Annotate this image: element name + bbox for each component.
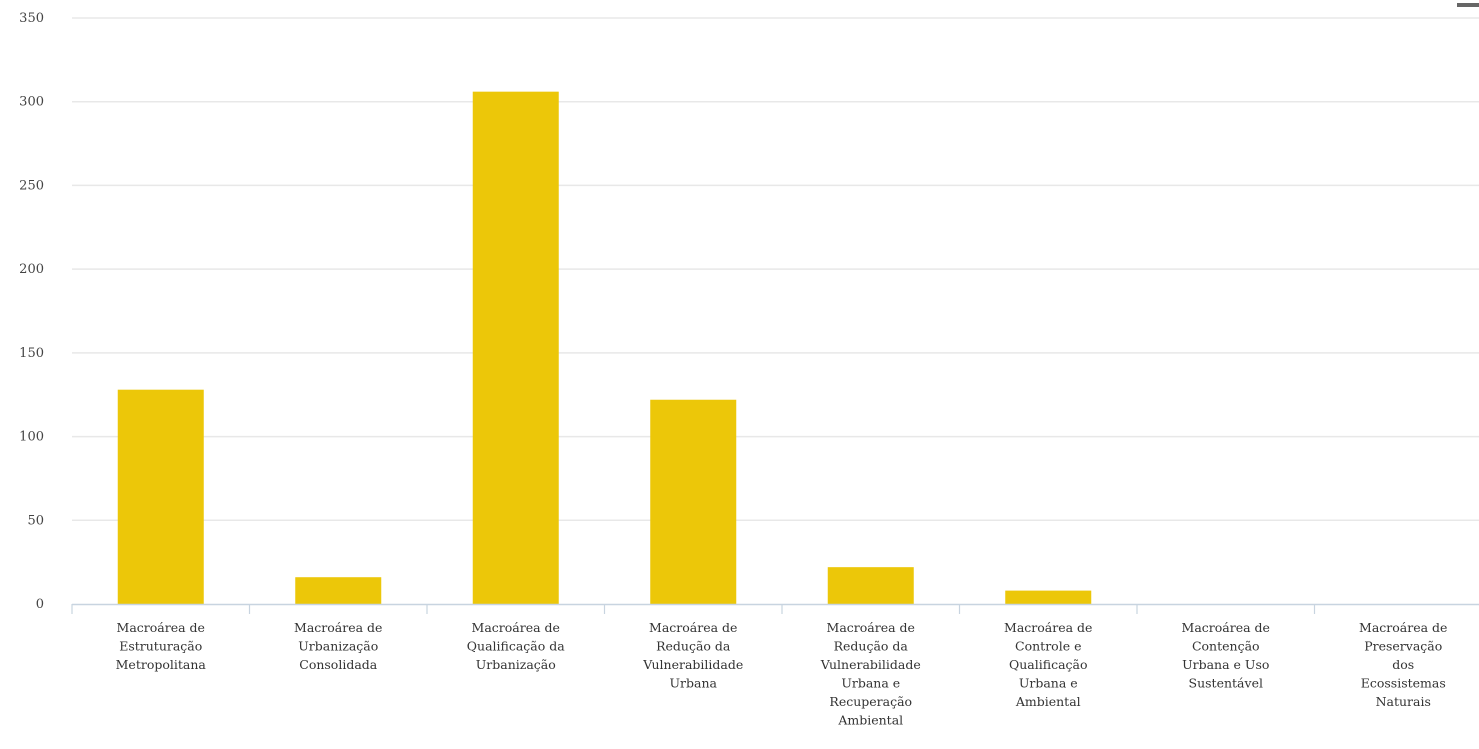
- y-tick-label: 250: [19, 178, 44, 193]
- x-tick-label-line: Recuperação: [829, 694, 912, 709]
- x-tick-label-line: dos: [1392, 657, 1414, 672]
- x-tick-label-line: Metropolitana: [116, 657, 207, 672]
- x-tick-label-line: Preservação: [1364, 639, 1442, 654]
- x-tick-label-line: Consolidada: [299, 657, 378, 672]
- x-tick-label-line: Ecossistemas: [1361, 676, 1446, 691]
- bar[interactable]: [827, 567, 914, 604]
- x-tick-label-line: Macroárea de: [649, 620, 737, 635]
- y-tick-label: 100: [19, 430, 44, 445]
- x-tick-label: Macroárea de Urbanização Consolidada: [294, 620, 382, 672]
- bar[interactable]: [1005, 590, 1092, 604]
- x-tick-label-line: Estruturação: [119, 639, 202, 654]
- x-tick-label-line: Qualificação da: [467, 639, 565, 654]
- x-tick-label-line: Ambiental: [1015, 694, 1081, 709]
- x-tick-label-line: Macroárea de: [472, 620, 560, 635]
- x-axis-labels: Macroárea de Estruturação MetropolitanaMac…: [116, 620, 1448, 728]
- x-tick-label-line: Urbanização: [476, 657, 556, 672]
- y-tick-label: 0: [36, 597, 44, 612]
- x-tick-label-line: Macroárea de: [1182, 620, 1270, 635]
- grid-layer: [72, 17, 1479, 522]
- x-tick-label-line: Controle e: [1015, 639, 1081, 654]
- x-tick-label-line: Urbana e: [841, 676, 900, 691]
- x-tick-label: Macroárea de Controle e Qualificação Urbana…: [1004, 620, 1092, 709]
- x-tick-label-line: Urbana e: [1019, 676, 1078, 691]
- x-tick-label-line: Ambiental: [837, 713, 903, 728]
- y-tick-label: 350: [19, 11, 44, 26]
- y-tick-label: 300: [19, 95, 44, 110]
- y-tick-label: 200: [19, 262, 44, 277]
- y-tick-label: 50: [27, 513, 44, 528]
- x-axis: [71, 603, 1479, 614]
- x-tick-label: Macroárea de Qualificação da Urbanização: [467, 620, 565, 672]
- x-tick-label-line: Macroárea de: [1004, 620, 1092, 635]
- x-tick-label: Macroárea de Preservação dos Ecossistemas Na…: [1359, 620, 1447, 709]
- x-tick-label-line: Macroárea de: [827, 620, 915, 635]
- bar[interactable]: [295, 577, 382, 604]
- x-tick-label-line: Vulnerabilidade: [642, 657, 743, 672]
- x-tick-label-line: Redução da: [834, 639, 909, 654]
- bars-layer: [117, 91, 1092, 604]
- x-tick-label-line: Macroárea de: [1359, 620, 1447, 635]
- x-tick-label-line: Vulnerabilidade: [820, 657, 921, 672]
- x-tick-label-line: Macroárea de: [117, 620, 205, 635]
- x-tick-label: Macroárea de Redução da Vulnerabilidade Urb…: [820, 620, 921, 728]
- x-tick-label-line: Urbana: [670, 676, 718, 691]
- x-tick-label-line: Qualificação: [1009, 657, 1088, 672]
- bar[interactable]: [472, 91, 559, 604]
- x-tick-label: Macroárea de Contenção Urbana e Uso Sustent…: [1182, 620, 1270, 691]
- x-tick-label-line: Macroárea de: [294, 620, 382, 635]
- x-tick-label-line: Sustentável: [1189, 676, 1263, 691]
- x-tick-label: Macroárea de Estruturação Metropolitana: [116, 620, 207, 672]
- bar[interactable]: [650, 399, 737, 604]
- x-tick-label-line: Urbana e Uso: [1182, 657, 1269, 672]
- x-tick-label: Macroárea de Redução da Vulnerabilidade Urb…: [642, 620, 743, 691]
- y-tick-label: 150: [19, 346, 44, 361]
- x-tick-label-line: Redução da: [656, 639, 731, 654]
- x-tick-label-line: Urbanização: [298, 639, 378, 654]
- bar[interactable]: [117, 389, 204, 604]
- x-tick-label-line: Contenção: [1192, 639, 1260, 654]
- y-axis-ticks: 0 50 100 150 200 250 300 350: [19, 11, 44, 612]
- menu-icon[interactable]: [1457, 3, 1479, 7]
- x-tick-label-line: Naturais: [1376, 694, 1431, 709]
